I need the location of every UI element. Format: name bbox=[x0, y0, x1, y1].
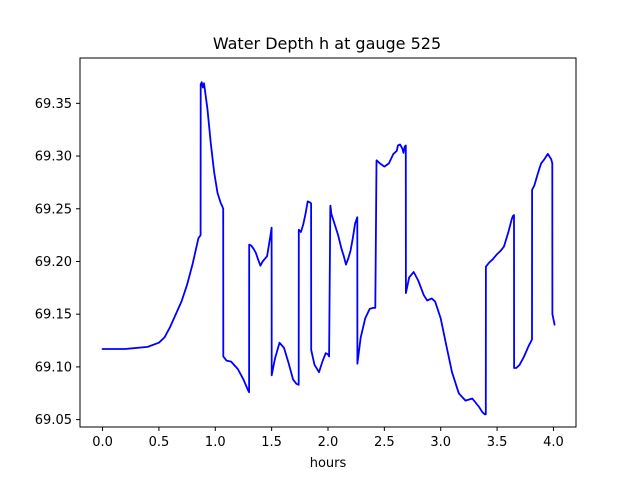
y-tick-label: 69.35 bbox=[35, 97, 72, 112]
series-layer bbox=[101, 81, 556, 416]
x-tick-label: 2.5 bbox=[374, 435, 395, 450]
x-tick-label: 3.5 bbox=[487, 435, 508, 450]
x-tick-label: 4.0 bbox=[543, 435, 564, 450]
y-axis: 69.05 69.10 69.15 69.20 69.25 69.30 69.35 bbox=[35, 97, 80, 428]
series-line-1 bbox=[101, 81, 556, 416]
x-tick-label: 0.5 bbox=[149, 435, 170, 450]
y-tick-label: 69.15 bbox=[35, 308, 72, 323]
y-tick-label: 69.05 bbox=[35, 413, 72, 428]
x-axis: 0.0 0.5 1.0 1.5 2.0 2.5 3.0 3.5 4.0 bbox=[92, 427, 564, 450]
x-tick-label: 1.5 bbox=[261, 435, 282, 450]
y-tick-label: 69.30 bbox=[35, 150, 72, 165]
y-tick-label: 69.20 bbox=[35, 255, 72, 270]
y-tick-label: 69.10 bbox=[35, 360, 72, 375]
y-tick-label: 69.25 bbox=[35, 202, 72, 217]
x-tick-label: 2.0 bbox=[318, 435, 339, 450]
x-axis-label: hours bbox=[310, 456, 347, 471]
x-tick-label: 1.0 bbox=[205, 435, 226, 450]
x-tick-label: 0.0 bbox=[92, 435, 113, 450]
chart-title: Water Depth h at gauge 525 bbox=[213, 34, 441, 53]
x-tick-label: 3.0 bbox=[430, 435, 451, 450]
